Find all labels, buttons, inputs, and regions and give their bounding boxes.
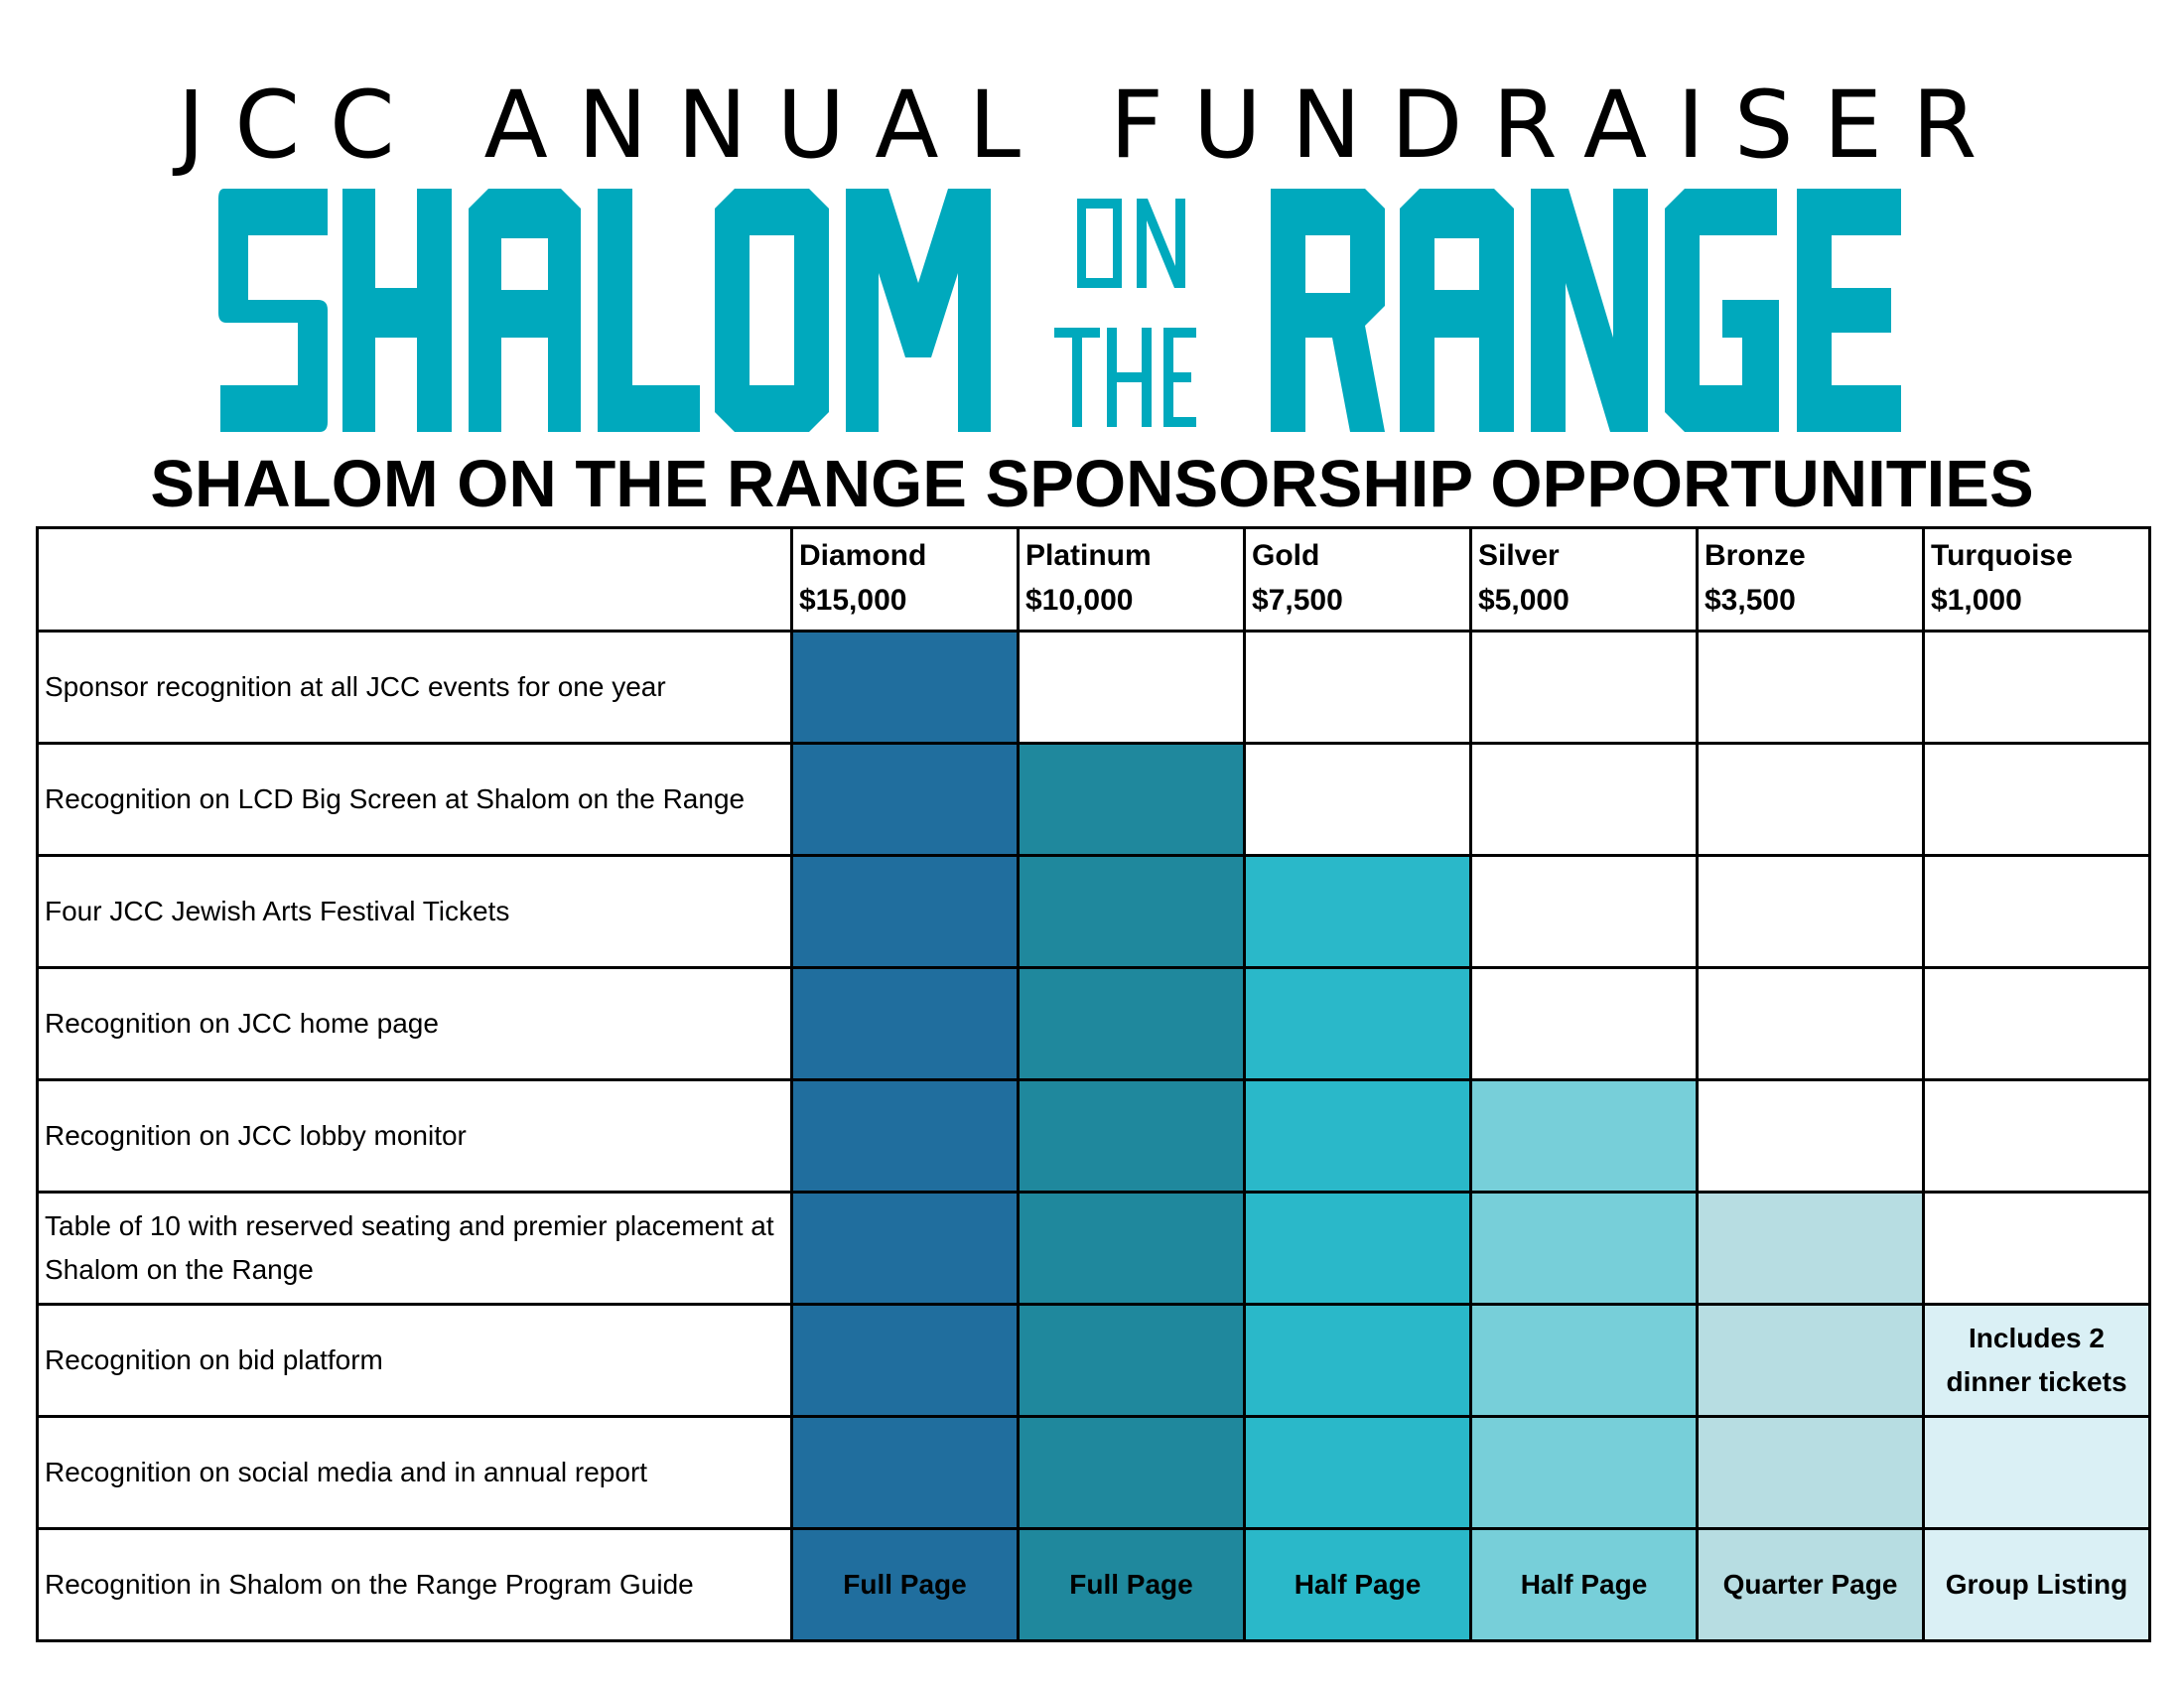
tier-name: Platinum bbox=[1025, 539, 1152, 572]
table-row: Recognition on LCD Big Screen at Shalom … bbox=[36, 742, 2151, 857]
table-row: Sponsor recognition at all JCC events fo… bbox=[36, 630, 2151, 745]
table-row: Recognition on bid platform Includes 2 di… bbox=[36, 1303, 2151, 1418]
tier-cell bbox=[1243, 966, 1472, 1081]
tier-name: Diamond bbox=[799, 539, 927, 572]
tier-cell bbox=[1922, 1191, 2151, 1306]
table-row: Recognition on JCC lobby monitor bbox=[36, 1078, 2151, 1194]
tier-cell bbox=[1696, 1415, 1925, 1530]
tier-price: $7,500 bbox=[1252, 584, 1343, 617]
tier-cell bbox=[1922, 854, 2151, 969]
tier-cell: Quarter Page bbox=[1696, 1527, 1925, 1642]
tier-cell bbox=[1922, 630, 2151, 745]
tier-cell: Full Page bbox=[1017, 1527, 1246, 1642]
tier-cell bbox=[1469, 1415, 1699, 1530]
tier-cell bbox=[790, 1415, 1020, 1530]
tier-cell bbox=[1017, 966, 1246, 1081]
tier-cell bbox=[1922, 966, 2151, 1081]
table-row: Four JCC Jewish Arts Festival Tickets bbox=[36, 854, 2151, 969]
table-header-row: Diamond $15,000 Platinum $10,000 Gold $7… bbox=[36, 526, 2151, 633]
tier-price: $1,000 bbox=[1931, 584, 2022, 617]
tier-name: Bronze bbox=[1705, 539, 1806, 572]
tier-cell bbox=[1696, 630, 1925, 745]
tier-name: Gold bbox=[1252, 539, 1320, 572]
tier-cell bbox=[1243, 1303, 1472, 1418]
benefit-rows: Sponsor recognition at all JCC events fo… bbox=[36, 630, 2151, 1642]
benefit-label: Recognition on social media and in annua… bbox=[36, 1415, 793, 1530]
tier-cell bbox=[1696, 854, 1925, 969]
tier-cell bbox=[790, 966, 1020, 1081]
benefit-label: Four JCC Jewish Arts Festival Tickets bbox=[36, 854, 793, 969]
tier-cell bbox=[1017, 1078, 1246, 1194]
tier-cell bbox=[1243, 742, 1472, 857]
tier-cell bbox=[790, 742, 1020, 857]
tier-name: Turquoise bbox=[1931, 539, 2073, 572]
benefit-label: Sponsor recognition at all JCC events fo… bbox=[36, 630, 793, 745]
tier-header-diamond: Diamond $15,000 bbox=[790, 526, 1020, 633]
tier-cell bbox=[1243, 1078, 1472, 1194]
tier-cell bbox=[1469, 1303, 1699, 1418]
tier-price: $10,000 bbox=[1025, 584, 1134, 617]
tier-cell bbox=[1469, 966, 1699, 1081]
table-row: Recognition on JCC home page bbox=[36, 966, 2151, 1081]
tier-cell: Includes 2 dinner tickets bbox=[1922, 1303, 2151, 1418]
tier-cell bbox=[1017, 630, 1246, 745]
sponsorship-table: Diamond $15,000 Platinum $10,000 Gold $7… bbox=[36, 526, 2151, 1642]
tier-cell bbox=[1469, 742, 1699, 857]
tier-header-bronze: Bronze $3,500 bbox=[1696, 526, 1925, 633]
tier-cell bbox=[1696, 1303, 1925, 1418]
tier-cell bbox=[1922, 1078, 2151, 1194]
table-row: Recognition in Shalom on the Range Progr… bbox=[36, 1527, 2151, 1642]
tier-cell bbox=[1017, 742, 1246, 857]
tier-cell bbox=[1922, 742, 2151, 857]
tier-cell: Group Listing bbox=[1922, 1527, 2151, 1642]
tier-cell bbox=[790, 1191, 1020, 1306]
tier-cell bbox=[1017, 854, 1246, 969]
benefit-label: Recognition in Shalom on the Range Progr… bbox=[36, 1527, 793, 1642]
benefit-label: Recognition on LCD Big Screen at Shalom … bbox=[36, 742, 793, 857]
tier-cell bbox=[1469, 1078, 1699, 1194]
tier-header-gold: Gold $7,500 bbox=[1243, 526, 1472, 633]
tier-cell bbox=[1243, 1415, 1472, 1530]
tier-cell bbox=[1922, 1415, 2151, 1530]
tier-price: $3,500 bbox=[1705, 584, 1796, 617]
tier-cell bbox=[790, 1303, 1020, 1418]
tier-cell: Half Page bbox=[1243, 1527, 1472, 1642]
benefit-label: Recognition on bid platform bbox=[36, 1303, 793, 1418]
tier-cell bbox=[1469, 854, 1699, 969]
tier-cell bbox=[1017, 1191, 1246, 1306]
tier-name: Silver bbox=[1478, 539, 1560, 572]
sponsorship-table-container: Diamond $15,000 Platinum $10,000 Gold $7… bbox=[36, 526, 2151, 1642]
tier-price: $15,000 bbox=[799, 584, 907, 617]
tier-cell bbox=[1696, 966, 1925, 1081]
benefit-column-header bbox=[36, 526, 793, 633]
tier-cell bbox=[1696, 1078, 1925, 1194]
tier-cell bbox=[1696, 742, 1925, 857]
tier-header-silver: Silver $5,000 bbox=[1469, 526, 1699, 633]
tier-cell bbox=[790, 854, 1020, 969]
tier-cell bbox=[1243, 630, 1472, 745]
table-row: Table of 10 with reserved seating and pr… bbox=[36, 1191, 2151, 1306]
section-title: SHALOM ON THE RANGE SPONSORSHIP OPPORTUN… bbox=[150, 447, 2034, 521]
benefit-label: Recognition on JCC lobby monitor bbox=[36, 1078, 793, 1194]
tier-cell bbox=[1243, 854, 1472, 969]
tier-cell bbox=[790, 630, 1020, 745]
tier-header-platinum: Platinum $10,000 bbox=[1017, 526, 1246, 633]
tier-cell bbox=[1469, 1191, 1699, 1306]
tier-cell bbox=[1469, 630, 1699, 745]
benefit-label: Recognition on JCC home page bbox=[36, 966, 793, 1081]
tier-header-turquoise: Turquoise $1,000 bbox=[1922, 526, 2151, 633]
tier-cell bbox=[1017, 1303, 1246, 1418]
organization-title: JCC ANNUAL FUNDRAISER bbox=[177, 71, 2007, 180]
tier-cell bbox=[790, 1078, 1020, 1194]
table-row: Recognition on social media and in annua… bbox=[36, 1415, 2151, 1530]
tier-cell bbox=[1243, 1191, 1472, 1306]
tier-cell: Full Page bbox=[790, 1527, 1020, 1642]
benefit-label: Table of 10 with reserved seating and pr… bbox=[36, 1191, 793, 1306]
tier-cell bbox=[1017, 1415, 1246, 1530]
tier-price: $5,000 bbox=[1478, 584, 1570, 617]
tier-cell bbox=[1696, 1191, 1925, 1306]
shalom-on-the-range-logo bbox=[218, 189, 1901, 432]
tier-cell: Half Page bbox=[1469, 1527, 1699, 1642]
